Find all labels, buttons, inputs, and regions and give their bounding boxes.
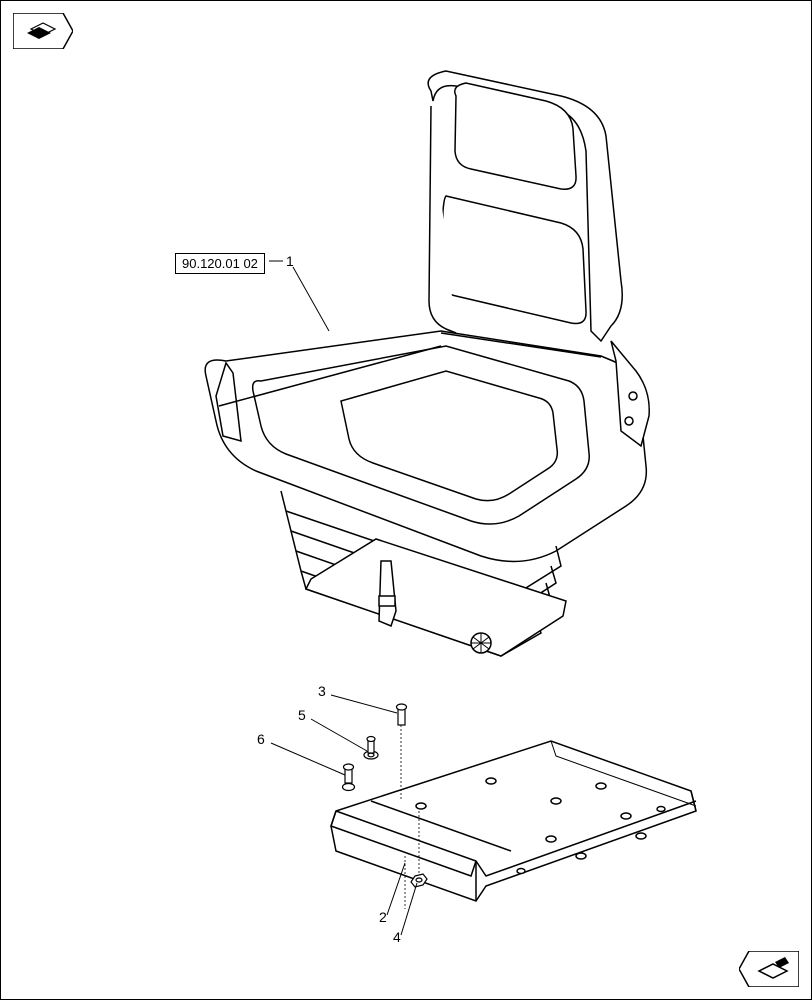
callout-5: 5 bbox=[298, 707, 306, 723]
diagram-container: 90.120.01 02 bbox=[0, 0, 812, 1000]
callout-2: 2 bbox=[379, 909, 387, 925]
callout-1: 1 bbox=[286, 253, 294, 269]
seat-assembly bbox=[205, 71, 649, 656]
callout-4: 4 bbox=[393, 929, 401, 945]
diagram-svg bbox=[1, 1, 812, 1001]
callout-6: 6 bbox=[257, 731, 265, 747]
callout-3: 3 bbox=[318, 683, 326, 699]
mounting-plate bbox=[331, 741, 696, 901]
